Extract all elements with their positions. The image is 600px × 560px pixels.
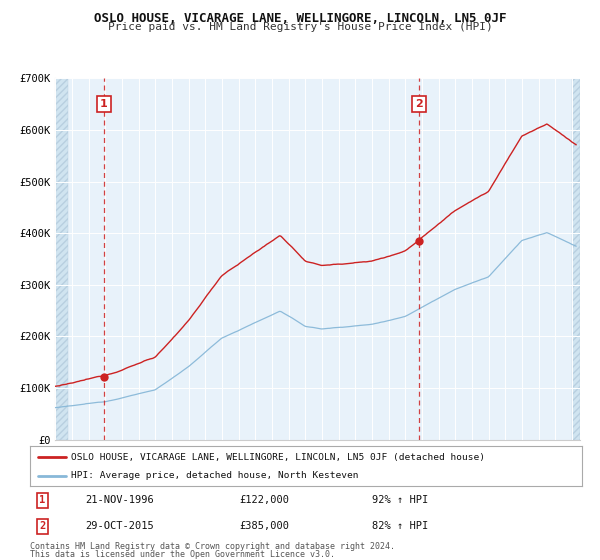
Text: £122,000: £122,000 bbox=[240, 495, 290, 505]
Text: HPI: Average price, detached house, North Kesteven: HPI: Average price, detached house, Nort… bbox=[71, 472, 359, 480]
Text: 1: 1 bbox=[39, 495, 45, 505]
Text: £385,000: £385,000 bbox=[240, 521, 290, 531]
Text: 92% ↑ HPI: 92% ↑ HPI bbox=[372, 495, 428, 505]
Bar bbox=[572, 78, 580, 440]
Text: Contains HM Land Registry data © Crown copyright and database right 2024.: Contains HM Land Registry data © Crown c… bbox=[30, 542, 395, 551]
Text: This data is licensed under the Open Government Licence v3.0.: This data is licensed under the Open Gov… bbox=[30, 550, 335, 559]
Text: 2: 2 bbox=[415, 99, 423, 109]
Text: 21-NOV-1996: 21-NOV-1996 bbox=[85, 495, 154, 505]
Text: Price paid vs. HM Land Registry's House Price Index (HPI): Price paid vs. HM Land Registry's House … bbox=[107, 22, 493, 32]
Text: 29-OCT-2015: 29-OCT-2015 bbox=[85, 521, 154, 531]
Text: OSLO HOUSE, VICARAGE LANE, WELLINGORE, LINCOLN, LN5 0JF (detached house): OSLO HOUSE, VICARAGE LANE, WELLINGORE, L… bbox=[71, 452, 485, 461]
Text: 2: 2 bbox=[39, 521, 45, 531]
Text: 82% ↑ HPI: 82% ↑ HPI bbox=[372, 521, 428, 531]
Bar bbox=[55, 78, 68, 440]
Text: OSLO HOUSE, VICARAGE LANE, WELLINGORE, LINCOLN, LN5 0JF: OSLO HOUSE, VICARAGE LANE, WELLINGORE, L… bbox=[94, 12, 506, 25]
Text: 1: 1 bbox=[100, 99, 107, 109]
